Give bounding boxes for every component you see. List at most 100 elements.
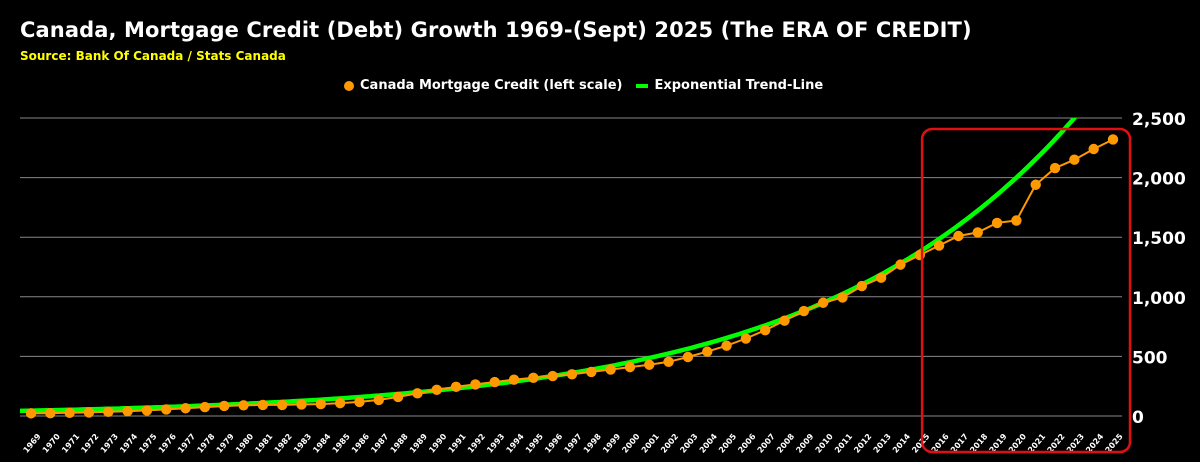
y-tick-label: 2,500 [1132, 110, 1186, 130]
data-point [373, 394, 384, 406]
data-point [837, 292, 848, 303]
x-tick-label: 1975 [137, 432, 158, 455]
data-point [682, 351, 694, 363]
x-tick-label: 1989 [408, 432, 429, 455]
y-tick-label: 1,000 [1132, 289, 1186, 309]
data-point [354, 396, 365, 408]
data-point [566, 369, 578, 380]
x-tick-label: 2001 [640, 432, 661, 455]
data-point [663, 356, 674, 367]
chart-legend: Canada Mortgage Credit (left scale) Expo… [344, 78, 837, 93]
x-tick-label: 1973 [99, 432, 120, 455]
data-point [586, 366, 597, 378]
data-point [122, 406, 133, 417]
data-point [817, 297, 829, 308]
data-point [624, 361, 636, 373]
data-point [895, 259, 906, 270]
x-tick-label: 1993 [485, 432, 506, 455]
data-point [315, 398, 327, 410]
y-tick-label: 0 [1132, 408, 1144, 428]
data-point [276, 399, 288, 411]
x-tick-label: 2006 [736, 432, 757, 455]
x-tick-label: 1987 [369, 432, 390, 455]
data-point [141, 405, 153, 416]
x-tick-label: 1976 [157, 432, 178, 455]
data-point [972, 227, 983, 238]
data-point [431, 384, 442, 395]
data-point [25, 408, 37, 419]
x-tick-label: 1971 [60, 432, 81, 455]
data-point [450, 381, 462, 392]
data-point [103, 406, 114, 418]
x-tick-label: 1990 [427, 432, 448, 455]
data-point [470, 379, 481, 390]
data-point [1030, 179, 1041, 190]
data-point [721, 340, 732, 351]
x-tick-label: 2011 [833, 432, 854, 455]
data-point [161, 404, 172, 415]
x-tick-label: 2012 [852, 432, 873, 455]
data-point [760, 324, 771, 336]
x-tick-label: 2007 [756, 432, 777, 455]
x-tick-label: 1979 [215, 432, 236, 455]
x-tick-label: 2008 [775, 432, 796, 455]
data-point [412, 388, 423, 399]
x-tick-label: 1986 [350, 432, 371, 455]
x-tick-label: 2013 [872, 432, 893, 455]
x-tick-label: 1981 [253, 432, 274, 455]
data-point [798, 305, 810, 317]
data-point [1011, 215, 1022, 226]
data-point [392, 391, 404, 403]
x-tick-label: 2004 [698, 432, 719, 455]
x-tick-label: 1970 [41, 432, 62, 455]
x-tick-label: 2000 [620, 432, 641, 455]
data-point [1088, 143, 1099, 155]
legend-item-mortgage-credit: Canada Mortgage Credit (left scale) [344, 78, 622, 93]
x-tick-label: 1972 [79, 432, 100, 455]
data-point [953, 230, 964, 242]
x-tick-label: 2010 [814, 432, 835, 455]
data-point [45, 407, 56, 419]
x-tick-label: 2003 [678, 432, 699, 455]
x-tick-label: 1995 [524, 432, 545, 455]
x-tick-label: 1982 [273, 432, 294, 455]
x-tick-label: 1974 [118, 432, 139, 455]
legend-label-trend-line: Exponential Trend-Line [654, 78, 824, 93]
data-point [914, 249, 925, 261]
data-point [508, 374, 520, 385]
x-tick-label: 1998 [582, 432, 603, 455]
data-point [64, 407, 75, 418]
chart-source: Source: Bank Of Canada / Stats Canada [20, 49, 286, 63]
x-tick-label: 2009 [794, 432, 815, 455]
x-tick-label: 2005 [717, 432, 738, 455]
x-tick-label: 1984 [311, 432, 332, 455]
data-point [219, 400, 230, 412]
x-tick-label: 2014 [891, 432, 912, 455]
data-point [528, 372, 539, 384]
x-tick-label: 2002 [659, 432, 680, 455]
data-point [199, 401, 211, 413]
y-tick-label: 2,000 [1132, 170, 1186, 190]
data-point [605, 364, 616, 375]
x-tick-label: 1977 [176, 432, 197, 455]
x-tick-label: 1992 [466, 432, 487, 455]
y-tick-label: 500 [1132, 348, 1168, 368]
x-tick-label: 1991 [447, 432, 468, 455]
data-point [856, 280, 868, 292]
data-point [296, 399, 307, 410]
data-point [238, 400, 249, 411]
data-point [702, 346, 713, 357]
x-tick-label: 1978 [195, 432, 216, 455]
x-tick-label: 1997 [562, 432, 583, 455]
data-point [740, 333, 752, 344]
data-point [489, 376, 500, 388]
x-tick-label: 1994 [505, 432, 526, 455]
x-tick-label: 1983 [292, 432, 313, 455]
data-point [180, 403, 191, 414]
x-tick-label: 1988 [389, 432, 410, 455]
data-point [779, 315, 790, 326]
legend-line-icon [636, 83, 649, 88]
chart-title: Canada, Mortgage Credit (Debt) Growth 19… [20, 18, 972, 42]
x-tick-label: 1996 [543, 432, 564, 455]
